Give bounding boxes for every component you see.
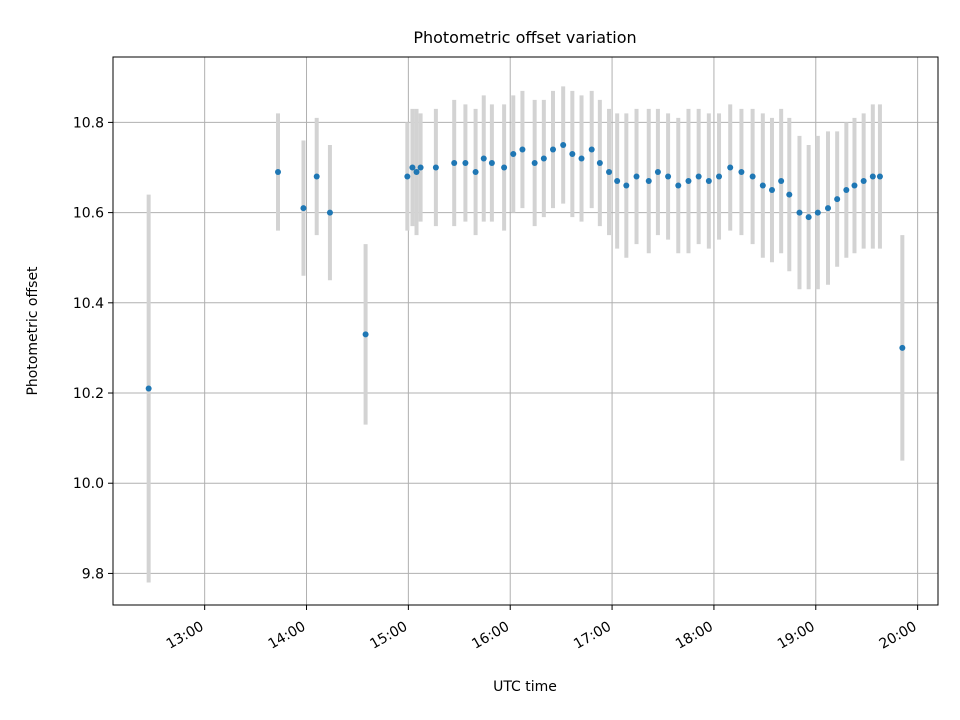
data-point — [326, 209, 333, 216]
data-point — [501, 164, 508, 171]
data-point — [409, 164, 416, 171]
data-point — [413, 169, 420, 176]
y-tick-label: 10.8 — [73, 115, 104, 131]
data-point — [300, 205, 307, 212]
y-tick-label: 9.8 — [82, 566, 104, 582]
x-axis-label: UTC time — [493, 679, 557, 695]
data-point — [488, 159, 495, 166]
plot-area — [113, 57, 938, 605]
x-axis: 13:00 14:00 15:00 16:00 17:00 18:00 19:00 20:00 — [164, 605, 920, 653]
data-point — [860, 178, 867, 185]
x-tick-label: 18:00 — [673, 619, 716, 653]
data-point — [404, 173, 411, 180]
data-point — [727, 164, 734, 171]
data-point — [645, 178, 652, 185]
y-tick-label: 10.6 — [73, 206, 104, 222]
x-tick-label: 14:00 — [266, 619, 309, 653]
y-tick-label: 10.2 — [73, 386, 104, 402]
data-point — [675, 182, 682, 189]
data-point — [633, 173, 640, 180]
data-point — [695, 173, 702, 180]
chart-title: Photometric offset variation — [413, 28, 636, 47]
data-point — [665, 173, 672, 180]
data-point — [569, 150, 576, 157]
y-axis-label: Photometric offset — [25, 266, 41, 396]
data-point — [876, 173, 883, 180]
x-tick-label: 17:00 — [571, 619, 614, 653]
data-point — [606, 169, 613, 176]
x-tick-label: 16:00 — [469, 619, 512, 653]
data-point — [417, 164, 424, 171]
axes-frame — [112, 56, 939, 606]
data-point — [685, 178, 692, 185]
y-tick-label: 10.0 — [73, 476, 104, 492]
data-point — [796, 209, 803, 216]
data-point — [654, 169, 661, 176]
y-axis: 9.8 10.0 10.2 10.4 10.6 10.8 — [73, 115, 113, 582]
data-point — [834, 196, 841, 203]
data-point — [768, 187, 775, 194]
data-point — [578, 155, 585, 162]
data-point — [738, 169, 745, 176]
data-point — [432, 164, 439, 171]
data-point — [869, 173, 876, 180]
data-point — [145, 385, 152, 392]
data-point — [814, 209, 821, 216]
data-point — [899, 344, 906, 351]
data-point — [540, 155, 547, 162]
data-point — [778, 178, 785, 185]
data-point — [313, 173, 320, 180]
data-point — [759, 182, 766, 189]
data-point — [560, 141, 567, 148]
data-point — [472, 169, 479, 176]
x-tick-label: 20:00 — [877, 619, 920, 653]
data-point — [786, 191, 793, 198]
data-point — [851, 182, 858, 189]
data-point — [614, 178, 621, 185]
x-tick-label: 13:00 — [164, 619, 207, 653]
data-point — [843, 187, 850, 194]
data-point — [588, 146, 595, 153]
data-point — [705, 178, 712, 185]
x-tick-label: 15:00 — [367, 619, 410, 653]
data-point — [510, 150, 517, 157]
data-point — [749, 173, 756, 180]
data-point — [362, 331, 369, 338]
data-point — [716, 173, 723, 180]
data-point — [550, 146, 556, 153]
data-point — [531, 159, 538, 166]
data-point — [596, 159, 603, 166]
y-tick-label: 10.4 — [73, 296, 104, 312]
data-point — [275, 169, 281, 176]
data-point — [480, 155, 487, 162]
data-point — [462, 159, 469, 166]
x-tick-label: 19:00 — [775, 619, 818, 653]
data-points — [145, 141, 906, 392]
data-point — [519, 146, 526, 153]
data-point — [825, 205, 831, 212]
data-point — [623, 182, 630, 189]
data-point — [805, 214, 812, 221]
data-point — [451, 159, 458, 166]
